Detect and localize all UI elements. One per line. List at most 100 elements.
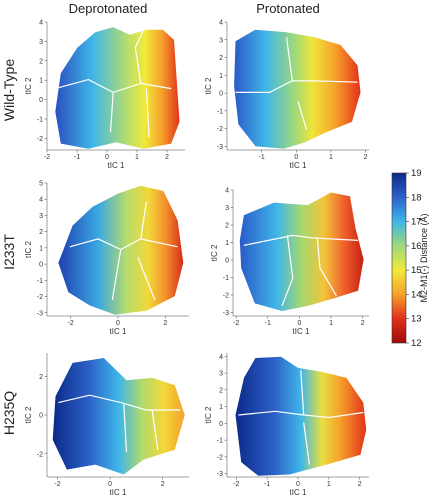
x-axis-label: tIC 1 [293,327,310,336]
basin-boundary [58,394,181,411]
colorbar-gradient [391,172,407,344]
x-tick-label: 0 [108,481,112,488]
colorbar-tick-label: 13 [411,314,422,325]
x-tick-label: 0 [296,481,300,488]
y-tick-label: -3 [37,310,43,317]
column-title-protonated: Protonated [256,1,320,16]
x-tick-label: 2 [358,481,362,488]
density-region [235,356,367,476]
x-axis-label: tIC 1 [290,161,307,170]
colorbar-tick-label: 14 [411,289,422,300]
x-tick-label: -2 [233,320,239,327]
y-axis-label: tIC 2 [24,241,33,258]
x-tick-label: -1 [264,481,270,488]
y-tick-label: -2 [37,451,43,458]
y-tick-label: -1 [217,108,223,115]
x-tick-label: -1 [74,154,80,161]
basin-boundary [316,237,337,297]
y-tick-label: 1 [219,73,223,80]
x-tick-label: 0 [116,320,120,327]
row-title-wild-type: Wild-Type [1,59,17,121]
row-title-h235q: H235Q [1,391,17,435]
x-tick-label: -1 [259,154,265,161]
y-tick-label: 0 [39,262,43,269]
y-tick-label: -2 [217,126,223,133]
x-tick-label: 0 [297,320,301,327]
y-tick-label: -1 [37,278,43,285]
x-tick-label: -2 [44,154,50,161]
basin-boundary [300,370,305,416]
y-tick-label: 4 [39,20,43,27]
x-axis-label: tIC 1 [290,488,307,497]
y-tick-label: 1 [219,404,223,411]
y-tick-label: 3 [39,213,43,220]
y-tick-label: -2 [223,293,229,300]
colorbar-tick-label: 12 [411,338,422,349]
panel-grid: -2 -1 0 1 2 4 3 2 1 0 -1 -2 tIC 1 tIC 2 -1 0 1 2 4 3 2 1 0 -1 -2… [24,20,369,497]
y-axis-label: tIC 2 [210,244,219,261]
x-tick-label: 2 [361,320,365,327]
colorbar-ticks: 19 18 17 16 15 14 13 12 [406,168,422,349]
colorbar-tick-label: 18 [411,192,422,203]
panel-h235q-deprotonated: -2 0 2 2 0 -2 tIC 1 tIC 2 [24,353,189,497]
colorbar-label: M2-M1(-) Distance (Å) [419,213,429,302]
x-tick-label: 2 [364,154,368,161]
colorbar-tick-label: 16 [411,241,422,252]
y-tick-label: 2 [219,55,223,62]
y-tick-label: 0 [219,91,223,98]
basin-boundary [123,402,128,453]
y-tick-label: 4 [219,354,223,361]
y-tick-label: 4 [39,197,43,204]
y-axis-label: tIC 2 [204,406,213,423]
y-tick-label: -2 [37,136,43,143]
x-tick-label: 1 [327,481,331,488]
y-tick-label: -3 [217,471,223,478]
basin-boundary [145,88,150,138]
y-tick-label: 4 [225,188,229,195]
panel-i233t-protonated: -2 -1 0 1 2 4 3 2 1 0 -1 -2 -3 tIC 1 tIC 2 [210,188,369,336]
basin-boundary [303,422,310,465]
y-tick-label: -1 [223,275,229,282]
panel-wild-type-protonated: -1 0 1 2 4 3 2 1 0 -1 -2 -3 tIC 1 tIC 2 [204,20,369,170]
y-tick-label: 0 [39,413,43,420]
x-tick-label: 0 [294,154,298,161]
y-tick-label: 1 [225,240,229,247]
x-tick-label: -1 [265,320,271,327]
panel-wild-type-deprotonated: -2 -1 0 1 2 4 3 2 1 0 -1 -2 tIC 1 tIC 2 [24,20,185,170]
y-tick-label: 0 [225,258,229,265]
y-tick-label: 2 [225,223,229,230]
y-tick-label: 2 [39,229,43,236]
x-axis-label: tIC 1 [110,488,127,497]
x-axis-label: tIC 1 [108,161,125,170]
density-region [239,192,364,311]
basin-boundary [109,92,114,133]
y-tick-label: 3 [225,205,229,212]
basin-boundary [151,409,159,450]
y-tick-label: 5 [39,181,43,188]
y-tick-label: 1 [39,78,43,85]
colorbar: 19 18 17 16 15 14 13 12 M2-M1(-) Distance (Å) [391,168,429,349]
density-region [52,358,185,475]
column-title-deprotonated: Deprotonated [69,1,148,16]
x-tick-label: 0 [105,154,109,161]
basin-boundary [243,234,359,246]
y-axis-label: tIC 2 [204,77,213,94]
panel-i233t-deprotonated: -2 0 2 5 4 3 2 1 0 -1 -2 -3 tIC 1 tIC 2 [24,181,189,336]
y-tick-label: 3 [39,39,43,46]
x-axis-label: tIC 1 [110,327,127,336]
y-axis-label: tIC 2 [24,77,33,94]
x-tick-label: 1 [135,154,139,161]
y-axis-label: tIC 2 [24,406,33,423]
colorbar-tick-label: 15 [411,265,422,276]
y-tick-label: -3 [223,310,229,317]
y-tick-label: -2 [37,294,43,301]
x-tick-label: 2 [165,154,169,161]
basin-boundary [286,37,293,81]
y-tick-label: -1 [217,438,223,445]
y-tick-label: 3 [219,371,223,378]
x-tick-label: -2 [54,481,60,488]
y-tick-label: 2 [219,387,223,394]
density-region [55,27,180,149]
basin-boundary [137,257,156,301]
x-tick-label: 1 [329,154,333,161]
